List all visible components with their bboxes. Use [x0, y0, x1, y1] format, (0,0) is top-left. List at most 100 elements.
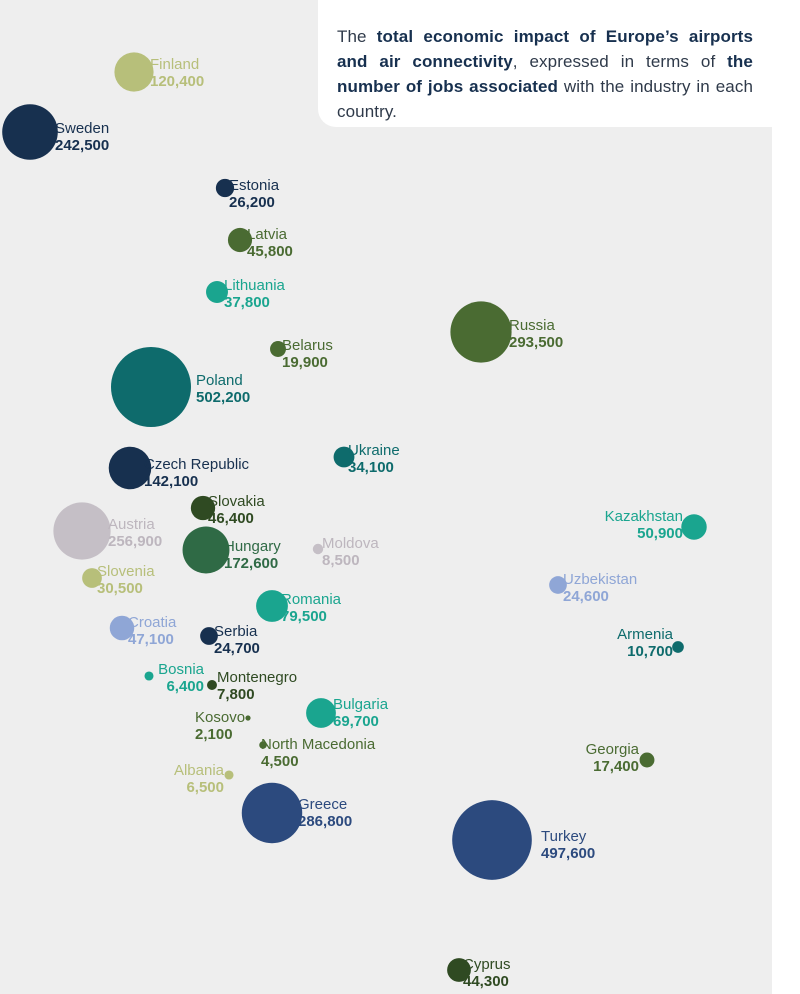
country-label: Moldova — [322, 535, 379, 552]
bubble-marker-slovenia — [82, 568, 102, 588]
jobs-value-label: 34,100 — [348, 459, 394, 476]
country-label: Russia — [509, 317, 556, 334]
jobs-value-label: 142,100 — [144, 473, 198, 490]
jobs-value-label: 242,500 — [55, 137, 109, 154]
jobs-value-label: 50,900 — [637, 525, 683, 542]
bubble-marker-kazakhstan — [681, 514, 707, 540]
country-label: Uzbekistan — [563, 571, 637, 588]
jobs-value-label: 37,800 — [224, 294, 270, 311]
bubble-marker-latvia — [227, 227, 253, 253]
country-label: North Macedonia — [261, 736, 376, 753]
bubble-marker-greece — [241, 782, 303, 844]
jobs-value-label: 293,500 — [509, 334, 563, 351]
bubble-marker-armenia — [672, 641, 684, 653]
country-label: Ukraine — [348, 442, 400, 459]
country-label: Kosovo — [195, 709, 245, 726]
country-label: Montenegro — [217, 669, 297, 686]
jobs-value-label: 46,400 — [208, 510, 254, 527]
intro-box — [318, 0, 800, 127]
bubble-marker-turkey — [452, 800, 532, 880]
bubble-marker-bosnia — [144, 671, 154, 681]
country-label: Belarus — [282, 337, 333, 354]
country-label: Czech Republic — [144, 456, 250, 473]
country-label: Finland — [150, 56, 199, 73]
country-label: Georgia — [586, 741, 640, 758]
bubble-marker-cyprus — [447, 958, 471, 982]
jobs-value-label: 6,400 — [166, 678, 204, 695]
jobs-value-label: 47,100 — [128, 631, 174, 648]
jobs-value-label: 24,600 — [563, 588, 609, 605]
bubble-marker-romania — [256, 590, 288, 622]
country-label: Kazakhstan — [605, 508, 683, 525]
jobs-value-label: 172,600 — [224, 555, 278, 572]
jobs-value-label: 256,900 — [108, 533, 162, 550]
bubble-marker-montenegro — [207, 680, 217, 690]
bubble-marker-albania — [224, 770, 234, 780]
jobs-value-label: 7,800 — [217, 686, 255, 703]
country-label: Turkey — [541, 828, 587, 845]
country-label: Latvia — [247, 226, 288, 243]
country-label: Croatia — [128, 614, 177, 631]
country-label: Romania — [281, 591, 342, 608]
bubble-marker-north-macedonia — [259, 741, 267, 749]
bubble-marker-serbia — [200, 627, 218, 645]
bubble-marker-russia — [450, 301, 512, 363]
country-label: Slovakia — [208, 493, 265, 510]
bubble-marker-ukraine — [333, 446, 355, 468]
jobs-value-label: 502,200 — [196, 389, 250, 406]
country-label: Lithuania — [224, 277, 286, 294]
country-label: Bulgaria — [333, 696, 389, 713]
intro-text: The total economic impact of Europe’s ai… — [337, 27, 754, 121]
country-label: Serbia — [214, 623, 258, 640]
jobs-value-label: 10,700 — [627, 643, 673, 660]
jobs-value-label: 26,200 — [229, 194, 275, 211]
bubble-marker-poland — [111, 347, 191, 427]
country-label: Cyprus — [463, 956, 511, 973]
bubble-marker-bulgaria — [306, 698, 336, 728]
bubble-marker-kosovo — [245, 715, 251, 721]
jobs-value-label: 69,700 — [333, 713, 379, 730]
country-label: Greece — [298, 796, 347, 813]
jobs-value-label: 497,600 — [541, 845, 595, 862]
bubble-marker-slovakia — [190, 495, 216, 521]
map-panel — [0, 0, 772, 994]
jobs-value-label: 79,500 — [281, 608, 327, 625]
jobs-value-label: 17,400 — [593, 758, 639, 775]
country-label: Armenia — [617, 626, 674, 643]
bubble-marker-georgia — [639, 752, 655, 768]
country-label: Poland — [196, 372, 243, 389]
jobs-value-label: 2,100 — [195, 726, 233, 743]
bubble-marker-hungary — [182, 526, 230, 574]
jobs-value-label: 4,500 — [261, 753, 299, 770]
jobs-value-label: 24,700 — [214, 640, 260, 657]
jobs-value-label: 286,800 — [298, 813, 352, 830]
bubble-marker-czech-republic — [108, 446, 152, 490]
jobs-value-label: 6,500 — [186, 779, 224, 796]
country-label: Bosnia — [158, 661, 205, 678]
bubble-marker-lithuania — [206, 281, 228, 303]
